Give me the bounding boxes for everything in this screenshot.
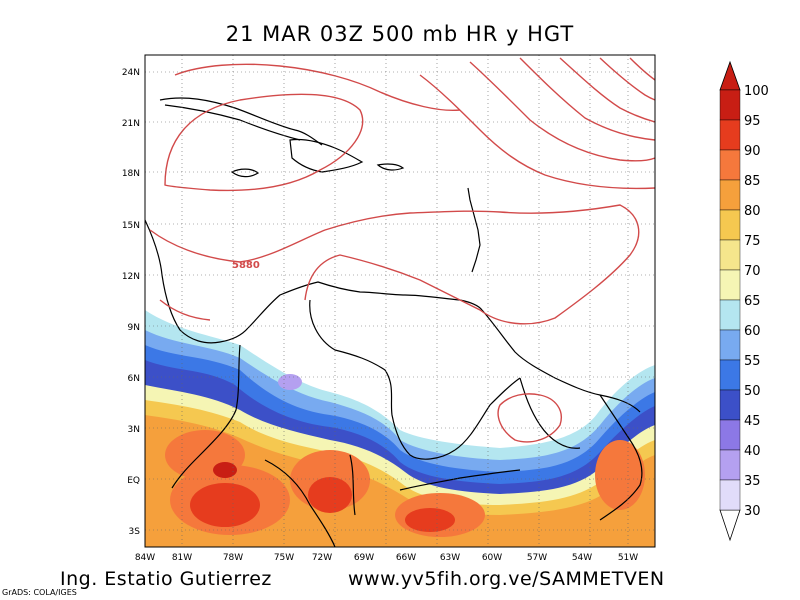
website-link[interactable]: www.yv5fih.org.ve/SAMMETVEN (348, 568, 665, 590)
lat-label: EQ (127, 476, 140, 486)
lon-label: 54W (572, 553, 592, 563)
colorbar-label: 30 (744, 504, 761, 519)
colorbar-label: 65 (744, 294, 761, 309)
colorbar-swatch (719, 329, 741, 361)
software-credit: GrADS: COLA/IGES (2, 588, 77, 597)
colorbar-swatch (719, 449, 741, 481)
colorbar-label: 50 (744, 384, 761, 399)
colorbar-label: 100 (744, 84, 769, 99)
lat-label: 3S (129, 527, 141, 537)
latitude-labels: 24N 21N 18N 15N 12N 9N 6N 3N EQ 3S (122, 68, 140, 537)
colorbar-label: 90 (744, 144, 761, 159)
lat-label: 21N (122, 119, 140, 129)
lon-label: 72W (312, 553, 332, 563)
colorbar-label: 95 (744, 114, 761, 129)
lon-label: 60W (482, 553, 502, 563)
lat-label: 18N (122, 169, 140, 179)
colorbar-label: 70 (744, 264, 761, 279)
humidity-field (145, 310, 655, 547)
contour-label: 5880 (232, 260, 260, 271)
lat-label: 6N (128, 374, 140, 384)
lon-label: 75W (274, 553, 294, 563)
colorbar-label: 85 (744, 174, 761, 189)
colorbar-swatch (719, 149, 741, 181)
colorbar-swatch (719, 419, 741, 451)
author-credit: Ing. Estatio Gutierrez (60, 568, 272, 590)
colorbar-swatch (719, 119, 741, 151)
colorbar-swatch (719, 179, 741, 211)
lat-label: 3N (128, 425, 140, 435)
colorbar-swatches (719, 60, 741, 542)
lon-label: 69W (354, 553, 374, 563)
map-panel: 5880 (145, 55, 655, 547)
colorbar-swatch (719, 239, 741, 271)
lat-label: 24N (122, 68, 140, 78)
grid-lines (145, 55, 655, 547)
colorbar-label: 45 (744, 414, 761, 429)
lon-label: 81W (172, 553, 192, 563)
colorbar-label: 55 (744, 354, 761, 369)
lon-label: 66W (396, 553, 416, 563)
colorbar: 100 95 90 85 80 75 70 65 60 55 50 45 40 … (719, 60, 769, 542)
lon-label: 78W (223, 553, 243, 563)
colorbar-label: 35 (744, 474, 761, 489)
map-frame (144, 54, 656, 548)
lon-label: 84W (135, 553, 155, 563)
colorbar-label: 80 (744, 204, 761, 219)
colorbar-swatch (719, 389, 741, 421)
colorbar-labels: 100 95 90 85 80 75 70 65 60 55 50 45 40 … (744, 84, 769, 519)
colorbar-swatch (719, 269, 741, 301)
lon-label: 51W (618, 553, 638, 563)
colorbar-swatch (719, 479, 741, 511)
colorbar-swatch (719, 209, 741, 241)
lon-label: 57W (527, 553, 547, 563)
lat-label: 15N (122, 221, 140, 231)
colorbar-swatch (719, 89, 741, 121)
lat-label: 12N (122, 272, 140, 282)
longitude-labels: 84W 81W 78W 75W 72W 69W 66W 63W 60W 57W … (135, 553, 638, 563)
colorbar-label: 75 (744, 234, 761, 249)
lon-label: 63W (440, 553, 460, 563)
colorbar-label: 40 (744, 444, 761, 459)
colorbar-swatch (719, 299, 741, 331)
lat-label: 9N (128, 323, 140, 333)
colorbar-top-arrow (719, 60, 741, 91)
colorbar-label: 60 (744, 324, 761, 339)
colorbar-swatch (719, 359, 741, 391)
height-contours (149, 57, 655, 443)
map-title: 21 MAR 03Z 500 mb HR y HGT (225, 22, 575, 46)
colorbar-bottom-arrow (719, 509, 741, 542)
